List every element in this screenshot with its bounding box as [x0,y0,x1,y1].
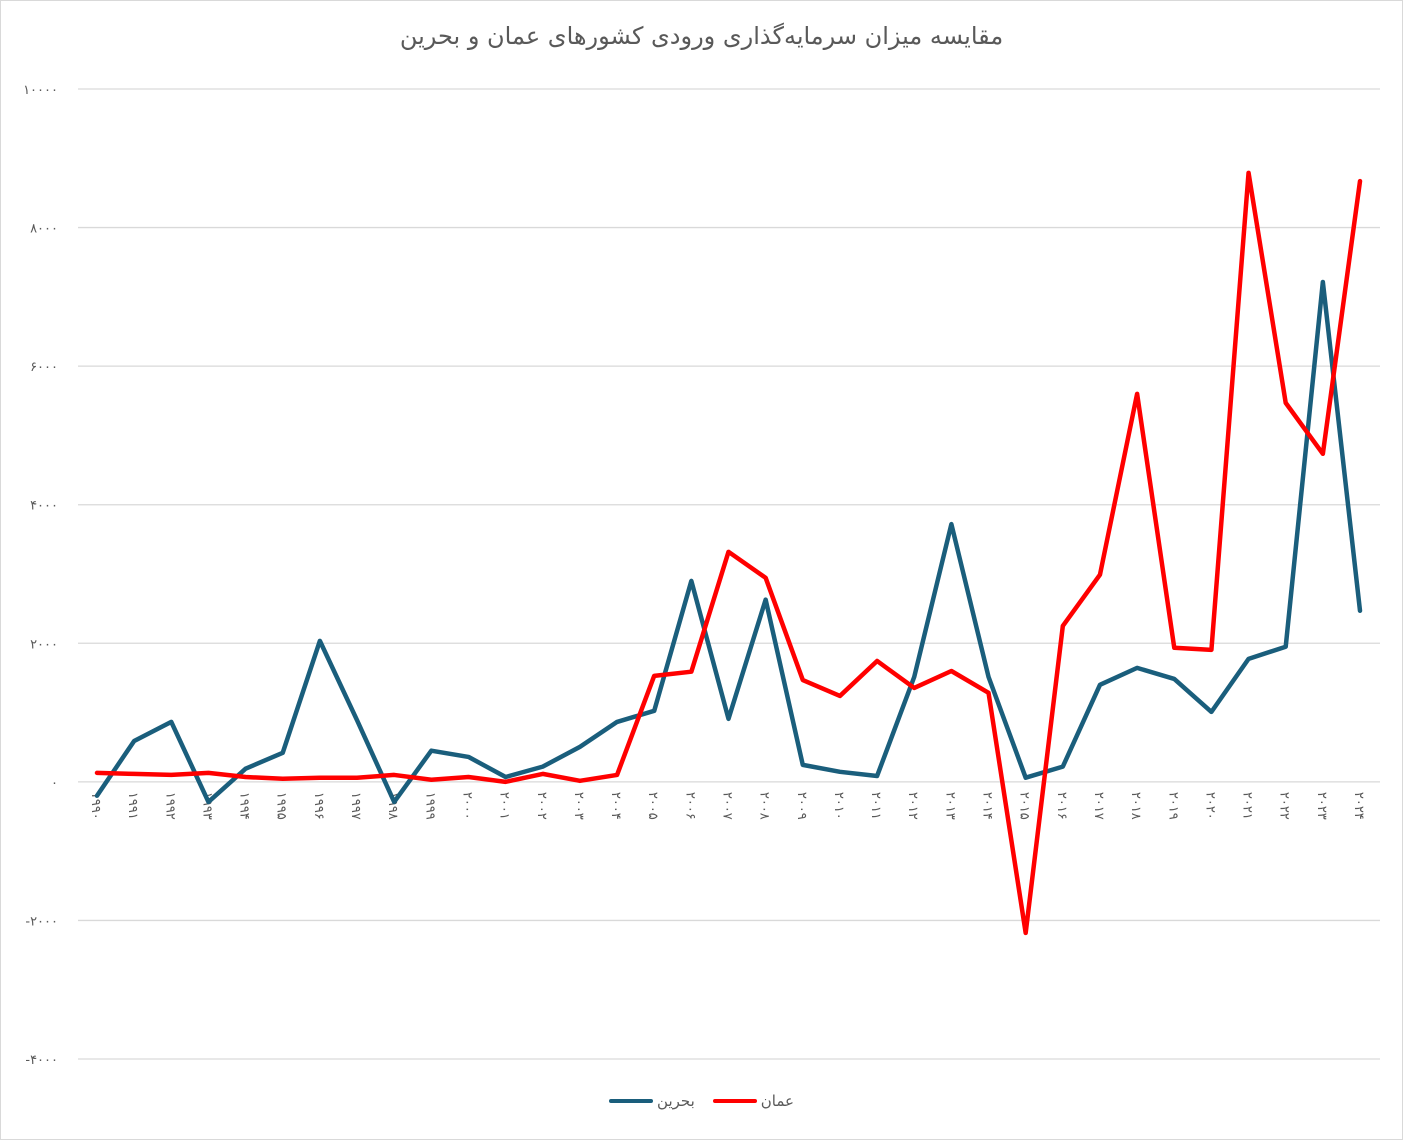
y-tick-label: ۸۰۰۰ [30,222,58,237]
x-tick-label: ۲۰۲۰ [1202,792,1217,820]
legend-label: عمان [760,1092,794,1110]
x-tick-label: ۲۰۱۱ [868,792,883,820]
x-tick-label: ۲۰۰۰ [459,792,474,820]
x-tick-label: ۲۰۰۲ [534,792,549,820]
x-tick-label: ۲۰۲۳ [1314,792,1329,820]
x-tick-label: ۲۰۱۳ [942,792,957,820]
legend-swatch [712,1099,757,1103]
x-tick-label: ۲۰۱۲ [905,792,920,820]
y-tick-label: ۰ [51,776,58,791]
x-tick-label: ۱۹۹۵ [274,792,289,820]
legend-item-oman: عمان [712,1092,794,1110]
x-tick-label: ۲۰۰۷ [720,792,735,820]
y-tick-label: -۲۰۰۰ [25,914,58,929]
x-tick-label: ۲۰۰۱ [497,792,512,820]
y-tick-label: ۲۰۰۰ [30,637,58,652]
y-tick-label: ۶۰۰۰ [30,360,58,375]
legend: عمان بحرین [0,1092,1403,1110]
x-tick-label: ۲۰۰۸ [757,792,772,820]
x-tick-label: ۲۰۱۸ [1128,792,1143,820]
x-tick-label: ۱۹۹۲ [162,792,177,820]
y-tick-label: -۴۰۰۰ [25,1053,58,1068]
legend-swatch [609,1099,654,1103]
x-tick-label: ۲۰۱۷ [1091,792,1106,820]
x-tick-label: ۲۰۰۳ [571,792,586,820]
x-tick-label: ۲۰۱۹ [1165,792,1180,820]
x-tick-label: ۲۰۲۴ [1351,792,1366,820]
x-tick-label: ۱۹۹۰ [88,792,103,820]
chart-title: مقایسه میزان سرمایه‌گذاری ورودی کشورهای … [399,22,1004,50]
x-tick-label: ۱۹۹۶ [311,792,326,820]
x-tick-label: ۲۰۱۰ [831,792,846,820]
x-tick-label: ۱۹۹۴ [237,792,252,820]
x-tick-label: ۱۹۹۱ [125,792,140,820]
x-tick-label: ۱۹۹۷ [348,792,363,820]
x-tick-label: ۲۰۲۱ [1240,792,1255,820]
y-tick-label: ۴۰۰۰ [30,499,58,514]
x-tick-label: ۲۰۰۶ [682,792,697,820]
x-tick-label: ۱۹۹۹ [422,792,437,820]
series-line [94,279,1363,805]
legend-label: بحرین [657,1092,695,1110]
x-tick-label: ۲۰۱۶ [1054,792,1069,820]
x-tick-label: ۲۰۲۲ [1277,792,1292,820]
x-tick-label: ۲۰۱۴ [980,792,995,820]
y-tick-label: ۱۰۰۰۰ [23,83,58,98]
x-tick-label: ۲۰۰۹ [794,792,809,820]
x-tick-label: ۲۰۰۵ [645,792,660,820]
x-tick-label: ۲۰۰۴ [608,792,623,820]
legend-item-bahrain: بحرین [609,1092,695,1110]
x-tick-label: ۲۰۱۵ [1017,792,1032,820]
